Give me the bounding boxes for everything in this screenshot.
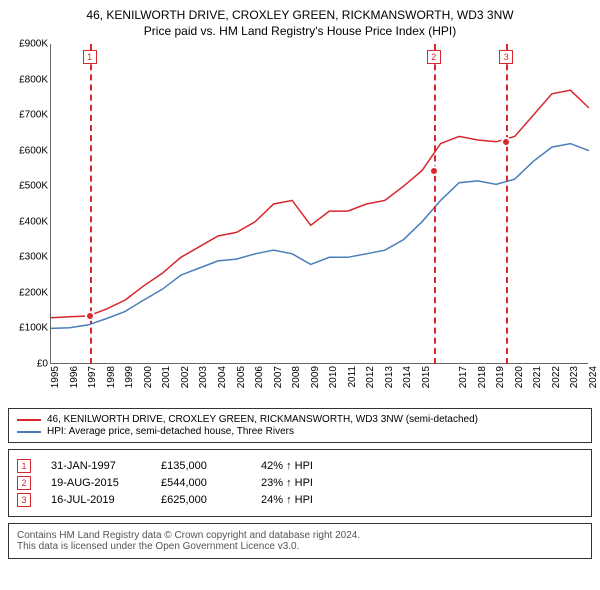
x-axis: 1995 1996 1997 1998 1999 2000 2001 2002 2003 2004… xyxy=(50,364,588,404)
x-tick-label: 2005 xyxy=(236,366,247,388)
legend-swatch xyxy=(17,419,41,421)
x-tick-label: 2006 xyxy=(254,366,265,388)
plot-area: 1 2 3 xyxy=(50,44,588,364)
x-tick-label: 2014 xyxy=(402,366,413,388)
chart-lines xyxy=(51,44,589,364)
event-price: £625,000 xyxy=(161,494,241,506)
y-tick-label: £800K xyxy=(19,74,48,85)
event-number-box: 2 xyxy=(17,476,31,490)
y-tick-label: £300K xyxy=(19,252,48,263)
x-tick-label: 2009 xyxy=(310,366,321,388)
event-row: 1 31-JAN-1997 £135,000 42% ↑ HPI xyxy=(17,459,583,473)
y-tick-label: £0 xyxy=(37,359,48,370)
event-delta: 24% ↑ HPI xyxy=(261,494,313,506)
x-tick-label: 1997 xyxy=(87,366,98,388)
footer-attribution: Contains HM Land Registry data © Crown c… xyxy=(8,523,592,559)
event-price: £544,000 xyxy=(161,477,241,489)
x-tick-label: 1999 xyxy=(124,366,135,388)
legend-item: 46, KENILWORTH DRIVE, CROXLEY GREEN, RIC… xyxy=(17,414,583,425)
marker-line xyxy=(506,44,508,364)
event-row: 2 19-AUG-2015 £544,000 23% ↑ HPI xyxy=(17,476,583,490)
y-tick-label: £500K xyxy=(19,181,48,192)
event-delta: 23% ↑ HPI xyxy=(261,477,313,489)
chart-title: 46, KENILWORTH DRIVE, CROXLEY GREEN, RIC… xyxy=(8,8,592,38)
legend: 46, KENILWORTH DRIVE, CROXLEY GREEN, RIC… xyxy=(8,408,592,443)
marker-number-box: 1 xyxy=(83,50,97,64)
event-number-box: 1 xyxy=(17,459,31,473)
x-tick-label: 2010 xyxy=(328,366,339,388)
y-tick-label: £200K xyxy=(19,287,48,298)
x-tick-label: 2001 xyxy=(161,366,172,388)
marker-number-box: 2 xyxy=(427,50,441,64)
y-tick-label: £700K xyxy=(19,110,48,121)
x-tick-label: 2018 xyxy=(477,366,488,388)
x-tick-label: 2015 xyxy=(421,366,432,388)
series-hpi xyxy=(51,144,589,329)
x-tick-label: 1998 xyxy=(106,366,117,388)
event-number-box: 3 xyxy=(17,493,31,507)
x-tick-label: 2000 xyxy=(143,366,154,388)
title-line2: Price paid vs. HM Land Registry's House … xyxy=(8,24,592,38)
x-tick-label: 2012 xyxy=(365,366,376,388)
legend-label: HPI: Average price, semi-detached house,… xyxy=(47,426,294,437)
marker-dot xyxy=(429,166,439,176)
x-tick-label: 2023 xyxy=(569,366,580,388)
events-table: 1 31-JAN-1997 £135,000 42% ↑ HPI 2 19-AUG-201… xyxy=(8,449,592,517)
y-axis: £0£100K£200K£300K£400K£500K£600K£700K£80… xyxy=(8,44,50,364)
x-tick-label: 1996 xyxy=(69,366,80,388)
legend-item: HPI: Average price, semi-detached house,… xyxy=(17,426,583,437)
legend-label: 46, KENILWORTH DRIVE, CROXLEY GREEN, RIC… xyxy=(47,414,478,425)
event-delta: 42% ↑ HPI xyxy=(261,460,313,472)
legend-swatch xyxy=(17,431,41,433)
event-date: 19-AUG-2015 xyxy=(51,477,141,489)
y-tick-label: £400K xyxy=(19,216,48,227)
x-tick-label: 2022 xyxy=(551,366,562,388)
marker-line xyxy=(434,44,436,364)
event-date: 16-JUL-2019 xyxy=(51,494,141,506)
y-tick-label: £900K xyxy=(19,39,48,50)
x-tick-label: 2002 xyxy=(180,366,191,388)
series-property xyxy=(51,90,589,318)
marker-dot xyxy=(501,137,511,147)
x-tick-label: 2003 xyxy=(198,366,209,388)
x-tick-label: 1995 xyxy=(50,366,61,388)
event-price: £135,000 xyxy=(161,460,241,472)
x-tick-label: 2020 xyxy=(514,366,525,388)
x-tick-label: 2017 xyxy=(458,366,469,388)
chart-container: £0 £100K £200K £300K £400K £500K £600K £700K £80… xyxy=(8,44,592,404)
marker-dot xyxy=(85,311,95,321)
x-tick-label: 2019 xyxy=(495,366,506,388)
x-tick-label: 2011 xyxy=(347,366,358,388)
title-line1: 46, KENILWORTH DRIVE, CROXLEY GREEN, RIC… xyxy=(8,8,592,22)
x-tick-label: 2004 xyxy=(217,366,228,388)
footer-line1: Contains HM Land Registry data © Crown c… xyxy=(17,530,583,541)
footer-line2: This data is licensed under the Open Gov… xyxy=(17,541,583,552)
marker-number-box: 3 xyxy=(499,50,513,64)
event-date: 31-JAN-1997 xyxy=(51,460,141,472)
x-tick-label: 2021 xyxy=(532,366,543,388)
y-tick-label: £600K xyxy=(19,145,48,156)
x-tick-label: 2024 xyxy=(588,366,599,388)
y-tick-label: £100K xyxy=(19,323,48,334)
event-row: 3 16-JUL-2019 £625,000 24% ↑ HPI xyxy=(17,493,583,507)
x-tick-label: 2008 xyxy=(291,366,302,388)
x-tick-label: 2013 xyxy=(384,366,395,388)
x-tick-label: 2007 xyxy=(273,366,284,388)
